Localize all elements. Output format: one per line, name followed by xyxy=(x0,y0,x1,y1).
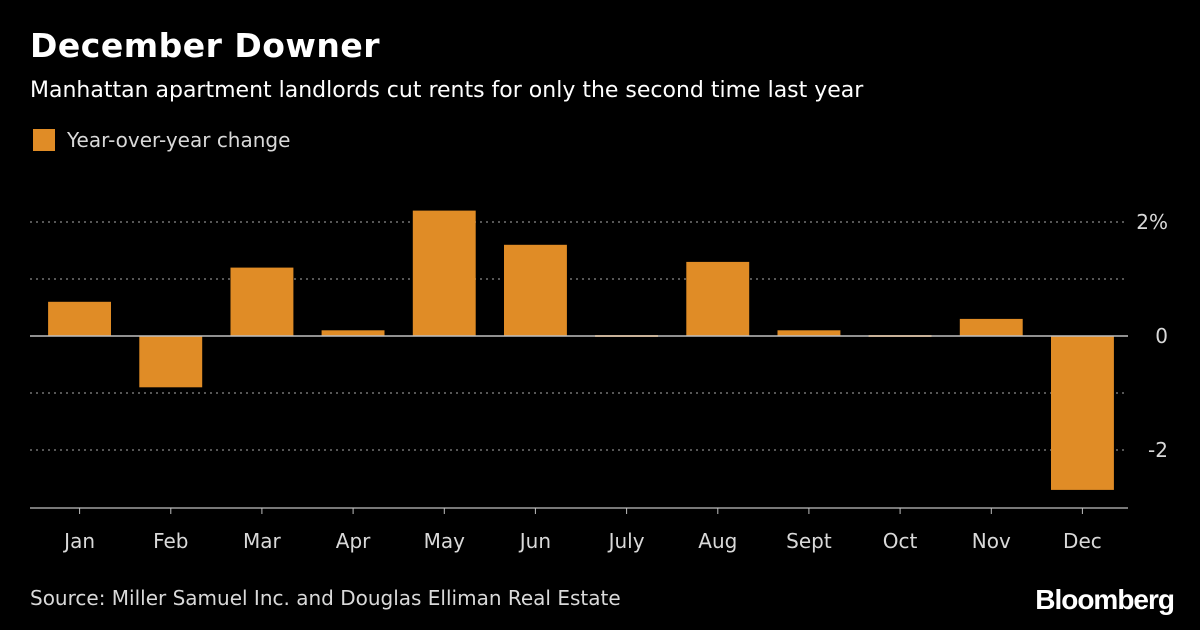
x-tick-label: Mar xyxy=(243,529,282,553)
x-tick-label: Feb xyxy=(153,529,188,553)
x-tick-label: July xyxy=(607,529,645,553)
x-tick-label: Jan xyxy=(62,529,95,553)
bar-dec xyxy=(1051,336,1114,490)
legend: Year-over-year change xyxy=(33,128,290,152)
x-tick-label: May xyxy=(424,529,466,553)
bar-aug xyxy=(686,261,750,336)
x-tick-label: Sept xyxy=(786,529,832,553)
x-tick-label: Aug xyxy=(698,529,737,553)
bloomberg-logo: Bloomberg xyxy=(1035,584,1175,615)
x-tick-label: Nov xyxy=(972,529,1011,553)
bar-may xyxy=(412,210,476,336)
chart-title: December Downer xyxy=(30,26,381,65)
legend-label: Year-over-year change xyxy=(67,128,291,152)
bar-mar xyxy=(230,267,294,336)
bar-sept xyxy=(777,330,841,336)
bar-jan xyxy=(48,301,111,336)
bar-feb xyxy=(139,336,203,388)
bar-nov xyxy=(959,318,1023,336)
x-tick-label: Jun xyxy=(518,529,551,553)
y-tick-label: 2% xyxy=(1136,210,1168,234)
legend-swatch xyxy=(33,129,55,151)
y-tick-label: 0 xyxy=(1155,324,1168,348)
x-tick-label: Apr xyxy=(336,529,371,553)
chart-subtitle: Manhattan apartment landlords cut rents … xyxy=(30,78,864,103)
source-note: Source: Miller Samuel Inc. and Douglas E… xyxy=(30,586,621,610)
y-tick-label: -2 xyxy=(1148,438,1168,462)
x-tick-label: Dec xyxy=(1063,529,1102,553)
bar-apr xyxy=(321,330,385,336)
bar-jun xyxy=(504,244,567,336)
x-tick-label: Oct xyxy=(883,529,918,553)
